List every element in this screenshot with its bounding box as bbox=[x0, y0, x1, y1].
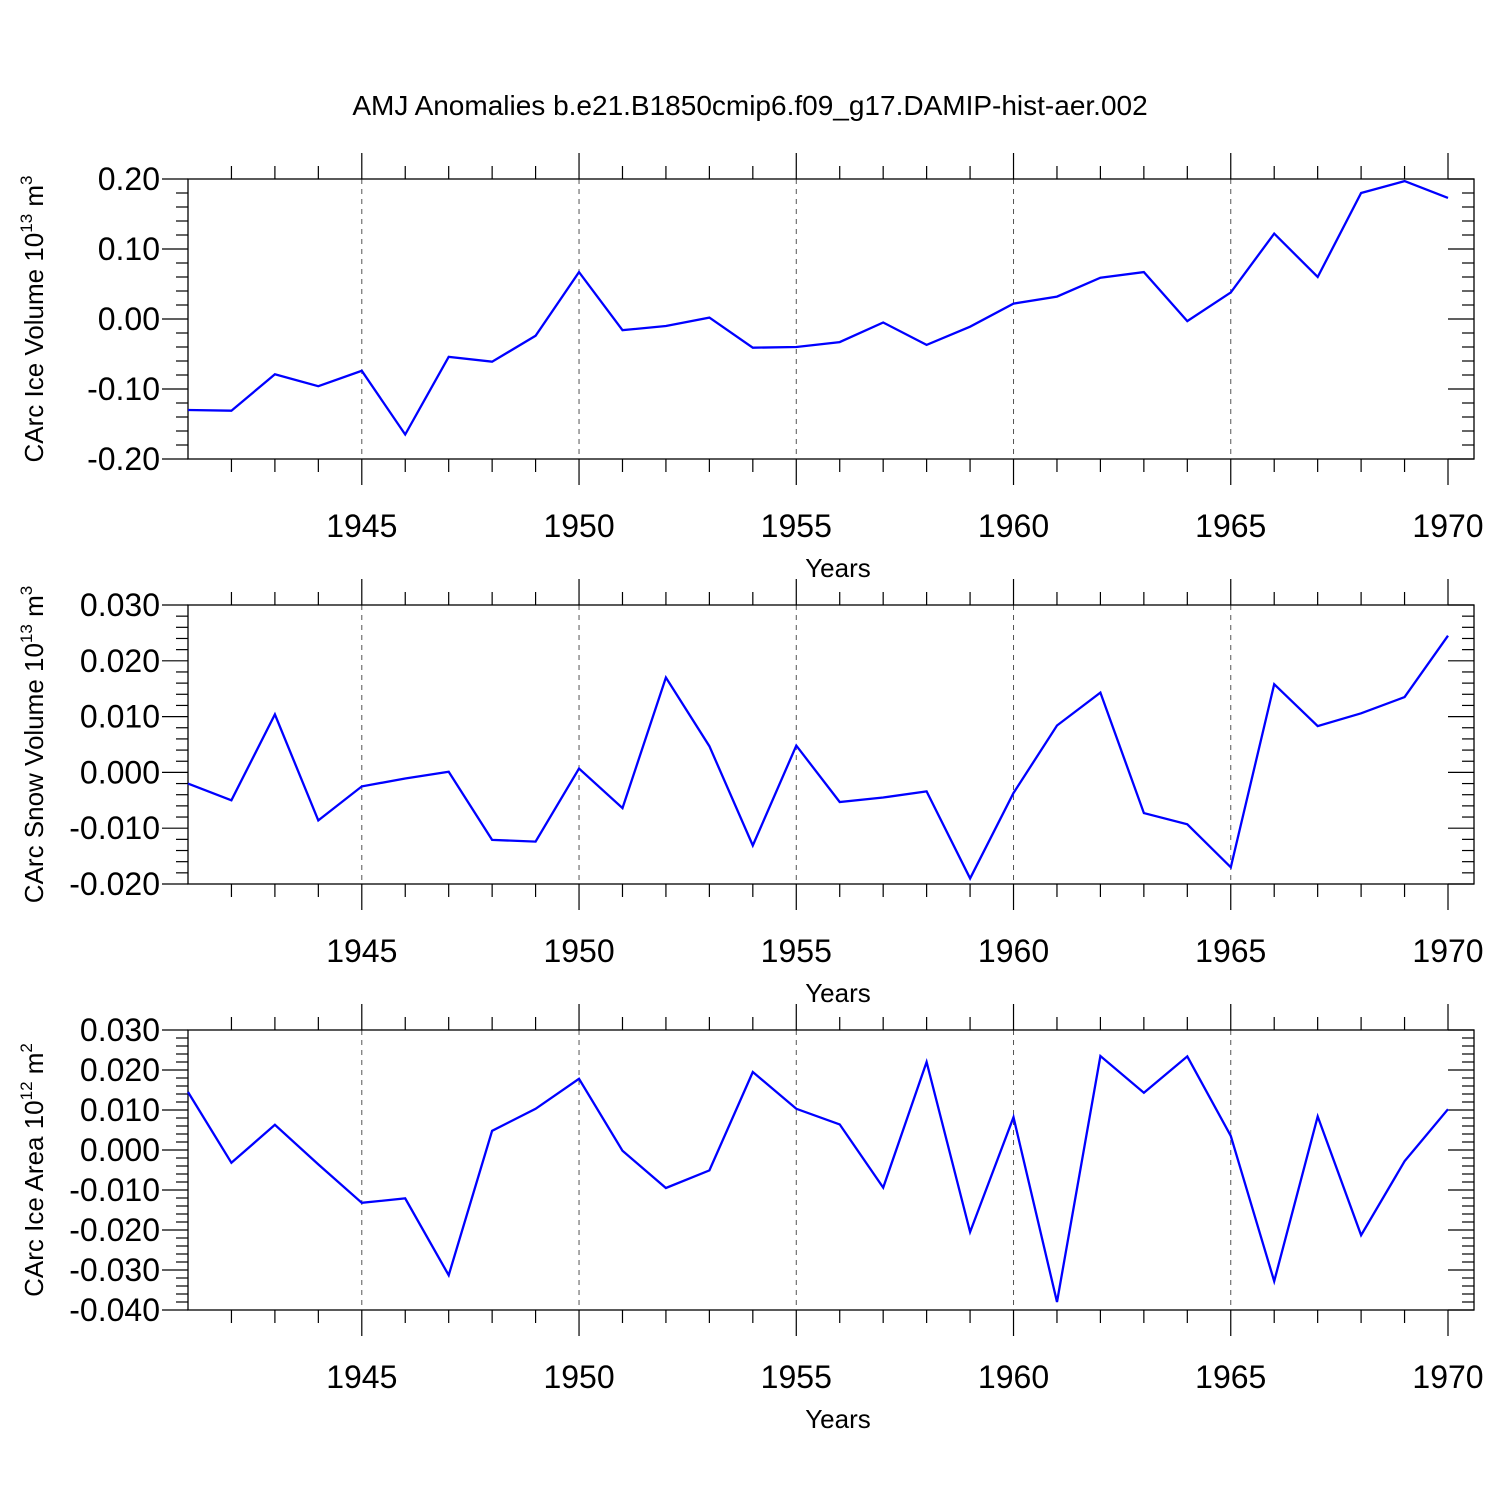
y-tick-label: -0.010 bbox=[69, 1172, 160, 1208]
x-tick-label: 1955 bbox=[761, 508, 832, 544]
x-axis-label: Years bbox=[805, 1404, 871, 1434]
x-tick-label: 1945 bbox=[326, 933, 397, 969]
x-tick-label: 1965 bbox=[1195, 1359, 1266, 1395]
y-tick-label: 0.010 bbox=[80, 699, 160, 735]
x-tick-label: 1945 bbox=[326, 1359, 397, 1395]
x-tick-label: 1970 bbox=[1412, 1359, 1483, 1395]
series-line bbox=[187, 635, 1449, 881]
y-tick-label: 0.000 bbox=[80, 754, 160, 790]
y-axis-label: CArc Ice Area 1012 m2 bbox=[17, 1043, 49, 1297]
x-tick-label: 1950 bbox=[543, 1359, 614, 1395]
y-tick-label: 0.000 bbox=[80, 1132, 160, 1168]
y-tick-label: -0.040 bbox=[69, 1292, 160, 1328]
x-tick-label: 1960 bbox=[978, 1359, 1049, 1395]
x-tick-label: 1945 bbox=[326, 508, 397, 544]
x-tick-label: 1965 bbox=[1195, 508, 1266, 544]
x-axis-label: Years bbox=[805, 978, 871, 1008]
plot-frame bbox=[187, 1029, 1475, 1311]
series-line bbox=[187, 179, 1449, 437]
x-tick-label: 1970 bbox=[1412, 508, 1483, 544]
x-tick-label: 1955 bbox=[761, 933, 832, 969]
y-tick-label: -0.010 bbox=[69, 810, 160, 846]
y-tick-label: 0.00 bbox=[98, 301, 160, 337]
y-tick-label: 0.020 bbox=[80, 1052, 160, 1088]
x-tick-label: 1950 bbox=[543, 933, 614, 969]
x-tick-label: 1950 bbox=[543, 508, 614, 544]
y-tick-label: 0.030 bbox=[80, 587, 160, 623]
x-tick-label: 1955 bbox=[761, 1359, 832, 1395]
y-tick-label: 0.030 bbox=[80, 1012, 160, 1048]
y-axis-label: CArc Snow Volume 1013 m3 bbox=[17, 586, 49, 903]
x-tick-label: 1965 bbox=[1195, 933, 1266, 969]
y-tick-label: 0.010 bbox=[80, 1092, 160, 1128]
plot-frame bbox=[187, 178, 1475, 460]
x-tick-label: 1960 bbox=[978, 933, 1049, 969]
y-tick-label: 0.10 bbox=[98, 231, 160, 267]
y-tick-label: -0.020 bbox=[69, 866, 160, 902]
y-tick-label: -0.20 bbox=[87, 441, 160, 477]
y-tick-label: -0.020 bbox=[69, 1212, 160, 1248]
panel-3: -0.040 -0.030 -0.020 -0.010 0.000 0.010 0.020 0… bbox=[17, 1004, 1484, 1434]
x-axis-label: Years bbox=[805, 553, 871, 583]
figure-title: AMJ Anomalies b.e21.B1850cmip6.f09_g17.D… bbox=[352, 90, 1147, 121]
plot-frame bbox=[187, 604, 1475, 885]
series-line bbox=[187, 1053, 1449, 1303]
y-tick-label: -0.030 bbox=[69, 1252, 160, 1288]
y-axis-label: CArc Ice Volume 1013 m3 bbox=[17, 175, 49, 462]
x-tick-label: 1970 bbox=[1412, 933, 1483, 969]
panel-1: -0.20 -0.10 0.00 0.10 0.20 1945 1950 1955 1960 19… bbox=[17, 153, 1484, 583]
y-tick-label: 0.020 bbox=[80, 643, 160, 679]
x-tick-label: 1960 bbox=[978, 508, 1049, 544]
y-tick-label: 0.20 bbox=[98, 161, 160, 197]
panel-2: -0.020 -0.010 0.000 0.010 0.020 0.030 1945 1950… bbox=[17, 579, 1484, 1008]
y-tick-label: -0.10 bbox=[87, 371, 160, 407]
